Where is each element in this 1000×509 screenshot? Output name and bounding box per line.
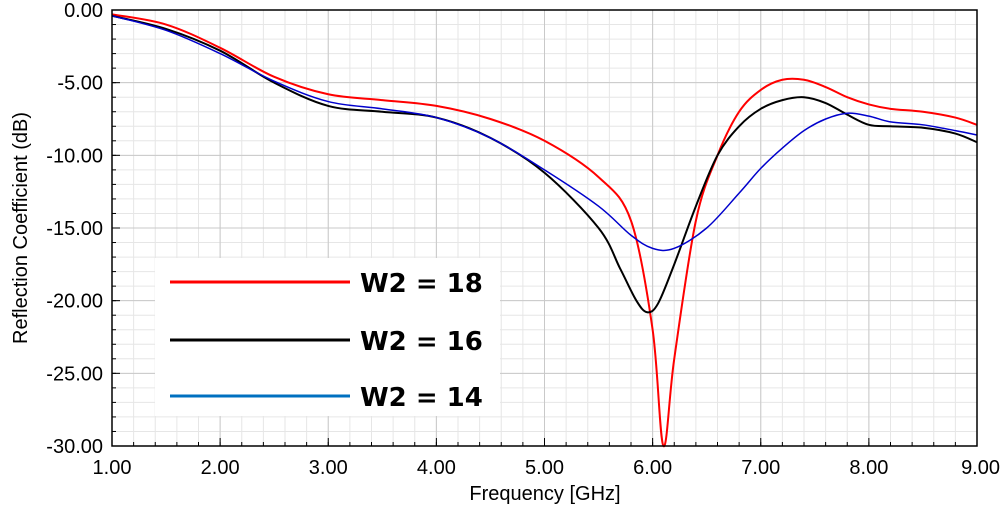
x-axis-title: Frequency [GHz] xyxy=(469,483,620,505)
y-tick-label: -30.00 xyxy=(46,436,103,458)
y-tick-label: -20.00 xyxy=(46,291,103,313)
legend-box xyxy=(155,258,500,416)
x-tick-label: 4.00 xyxy=(417,457,456,479)
y-tick-label: -10.00 xyxy=(46,145,103,167)
x-tick-label: 6.00 xyxy=(633,457,672,479)
x-tick-label: 7.00 xyxy=(741,457,780,479)
series-line-w2-16 xyxy=(111,14,978,314)
legend-label-w2-18: W2 = 18 xyxy=(360,269,483,299)
axis-ticks xyxy=(111,9,978,447)
y-tick-label: -15.00 xyxy=(46,218,103,240)
legend: W2 = 18 W2 = 16 W2 = 14 xyxy=(155,258,500,416)
x-tick-label: 2.00 xyxy=(201,457,240,479)
y-axis-title: Reflection Coefficient (dB) xyxy=(10,112,32,344)
x-tick-label: 3.00 xyxy=(309,457,348,479)
x-tick-label: 8.00 xyxy=(849,457,888,479)
y-tick-labels: 0.00 -5.00 -10.00 -15.00 -20.00 -25.00 -… xyxy=(46,0,103,458)
series-line-w2-14 xyxy=(111,15,978,252)
x-tick-label: 5.00 xyxy=(525,457,564,479)
x-tick-labels: 1.00 2.00 3.00 4.00 5.00 6.00 7.00 8.00 … xyxy=(93,457,1000,479)
y-tick-label: -5.00 xyxy=(57,73,103,95)
legend-label-w2-16: W2 = 16 xyxy=(360,327,483,357)
legend-label-w2-14: W2 = 14 xyxy=(360,383,483,413)
x-tick-label: 1.00 xyxy=(93,457,132,479)
series-line-w2-18 xyxy=(111,13,978,448)
x-tick-label: 9.00 xyxy=(961,457,1000,479)
y-tick-label: -25.00 xyxy=(46,363,103,385)
y-tick-label: 0.00 xyxy=(64,0,103,22)
series-lines xyxy=(111,13,978,448)
